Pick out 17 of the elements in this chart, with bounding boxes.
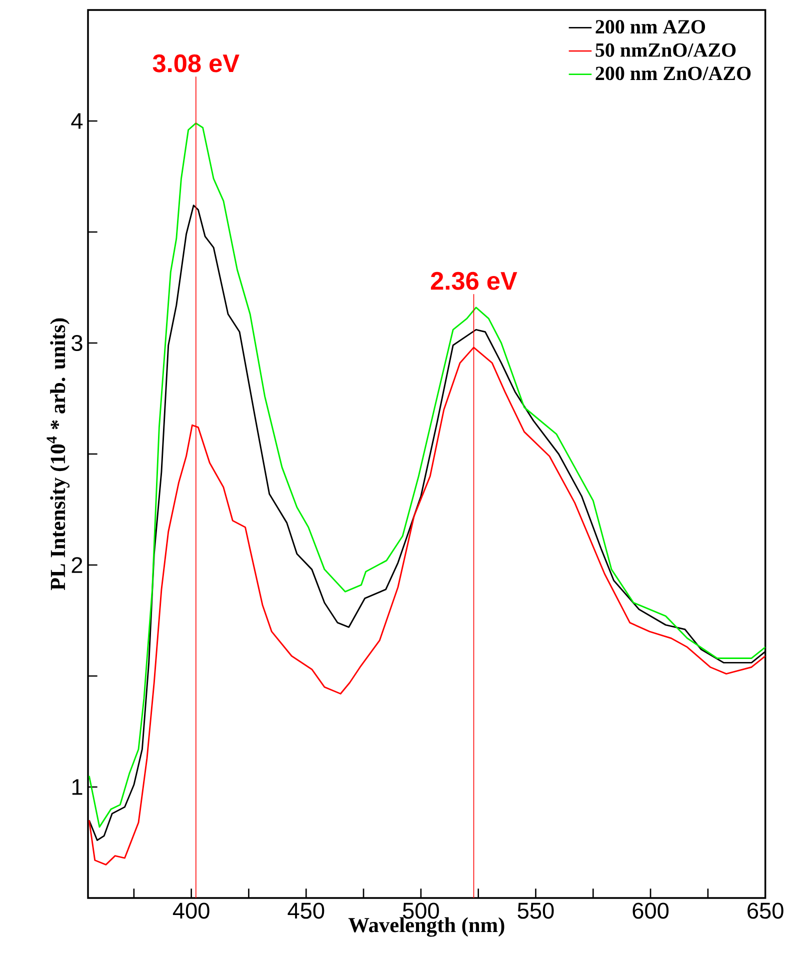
x-tick-label: 550: [518, 902, 554, 919]
x-tick-label: 450: [288, 902, 324, 919]
annotation: 3.08 eV: [152, 54, 240, 72]
x-axis-title: Wavelength (nm): [348, 917, 504, 937]
annotation: 2.36 eV: [430, 272, 518, 290]
y-axis-title: PL Intensity (10$^{4}$ * arb. units): [46, 318, 70, 590]
y-tick-label: 2: [72, 557, 82, 573]
legend-label: 200 nm AZO: [596, 20, 706, 34]
y-tick-label: 4: [71, 113, 83, 129]
legend-label: 50 nmZnO/AZO: [596, 43, 736, 57]
x-tick-label: 600: [632, 902, 669, 919]
y-tick-label: 3: [72, 334, 82, 352]
x-tick-label: 650: [748, 902, 784, 919]
y-tick-label: 1: [72, 779, 82, 795]
x-tick-label: 500: [402, 902, 439, 919]
x-tick-label: 400: [172, 902, 210, 919]
legend-label: 200 nm ZnO/AZO: [596, 66, 751, 80]
